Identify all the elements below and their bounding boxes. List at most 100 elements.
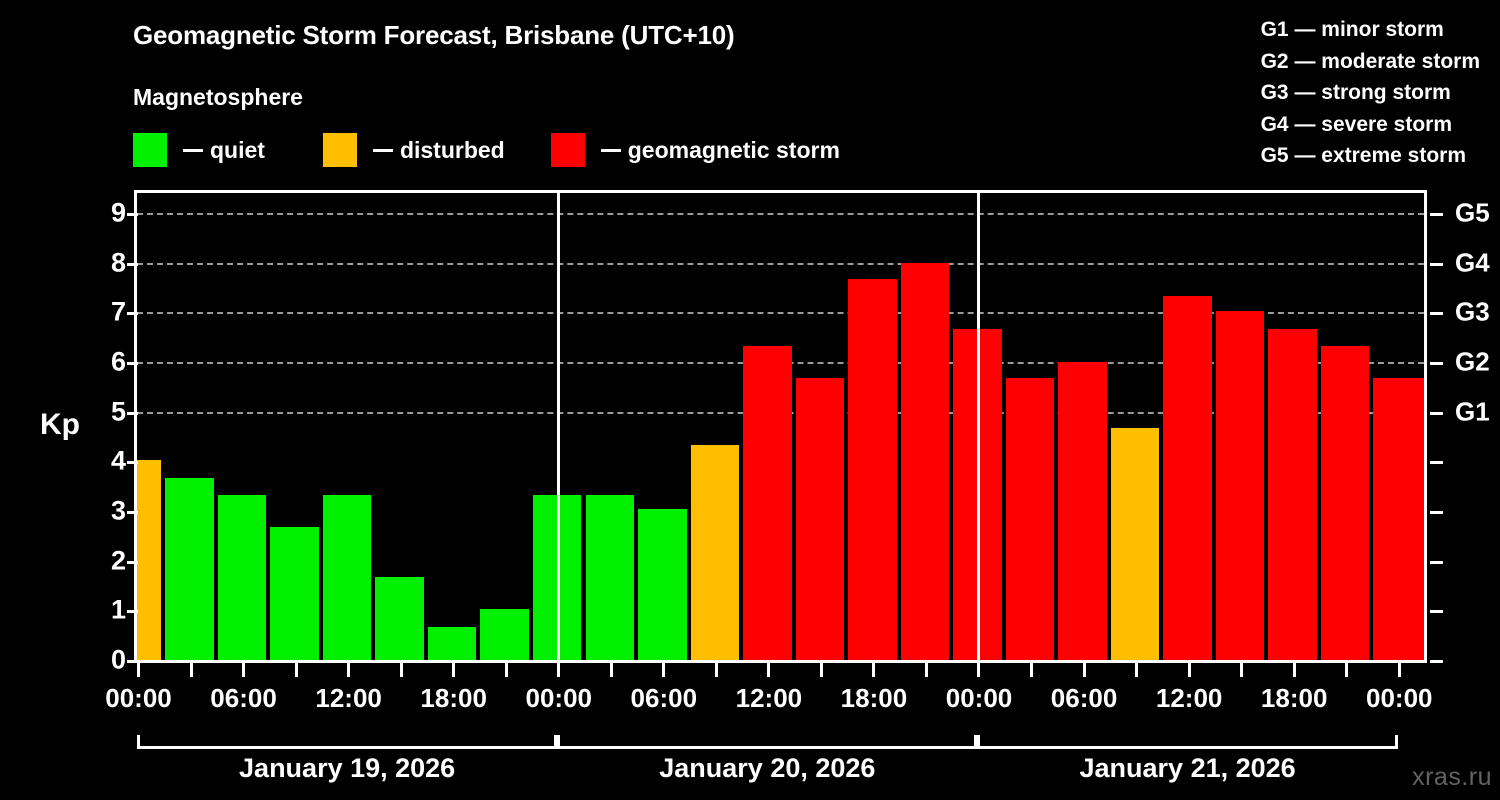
x-tick-label: 12:00 — [315, 683, 382, 713]
color-legend: quiet disturbed geomagnetic storm — [133, 133, 840, 167]
x-tick-label: 00:00 — [945, 683, 1013, 713]
y-tick-mark — [127, 411, 138, 415]
legend-dash-icon — [372, 148, 393, 152]
x-tick-label: 00:00 — [525, 683, 592, 713]
bar — [532, 494, 582, 660]
legend-dash-icon — [183, 148, 203, 152]
g-tick-label-g1: G1 — [1455, 396, 1490, 427]
y-axis-kp: 0 1 2 3 4 5 6 7 8 9 — [48, 190, 138, 675]
page-title: Geomagnetic Storm Forecast, Brisbane (UT… — [133, 20, 735, 50]
x-tick-mark — [1135, 663, 1139, 677]
x-tick-label: 06:00 — [630, 683, 698, 713]
plot-inner — [137, 193, 1424, 660]
bar — [322, 494, 372, 660]
g-tick-mark — [1430, 312, 1443, 316]
x-tick-mark — [189, 663, 193, 677]
x-tick-mark — [977, 663, 981, 677]
y-axis-title: Kp — [40, 408, 80, 441]
x-tick-mark — [1292, 663, 1296, 677]
y-tick-mark — [127, 361, 138, 365]
x-tick-label: 06:00 — [210, 683, 277, 713]
x-tick-mark — [714, 663, 718, 677]
g-minor-tick-mark — [1430, 610, 1443, 614]
gridline-kp-9 — [137, 212, 1424, 215]
x-tick-mark — [294, 663, 298, 677]
bar — [690, 444, 740, 660]
x-tick-mark — [242, 663, 246, 677]
x-axis-time: 00:00 06:00 12:00 18:00 00:00 06:00 12:00 18:00… — [105, 663, 1432, 723]
x-tick-mark — [1397, 663, 1401, 677]
y-tick-label-0: 0 — [110, 644, 126, 675]
y-tick-mark — [127, 510, 138, 514]
x-tick-mark — [1345, 663, 1349, 677]
x-tick-label: 12:00 — [1155, 683, 1223, 713]
bar — [137, 459, 162, 660]
x-tick-label: 12:00 — [735, 683, 803, 713]
g-tick-mark — [1430, 262, 1443, 266]
day-label: January 20, 2026 — [659, 753, 876, 783]
g-minor-tick-mark — [1430, 510, 1443, 514]
g-tick-label-g4: G4 — [1455, 247, 1490, 278]
y-tick-label-1: 1 — [110, 594, 126, 625]
y-tick-label-4: 4 — [110, 445, 126, 476]
bar — [795, 378, 845, 660]
day-band: January 19, 2026 — [137, 735, 558, 797]
bar — [217, 494, 267, 660]
bar — [1215, 310, 1265, 660]
x-tick-mark — [924, 663, 928, 677]
x-tick-label: 18:00 — [420, 683, 487, 713]
legend-swatch-quiet — [133, 133, 167, 167]
x-tick-mark — [662, 663, 666, 677]
bar — [480, 608, 529, 660]
y-tick-label-9: 9 — [110, 197, 126, 228]
x-tick-mark — [1030, 663, 1034, 677]
bar — [743, 345, 792, 660]
gridline-kp-7 — [137, 312, 1424, 315]
g-legend-row-g1: G1 — minor storm — [1260, 18, 1444, 41]
day-divider — [977, 193, 981, 660]
bar — [585, 494, 635, 660]
day-band-row: January 19, 2026 January 20, 2026 January … — [134, 735, 1427, 797]
g-legend-row-g2: G2 — moderate storm — [1260, 49, 1480, 73]
y-tick-mark — [127, 262, 138, 266]
g-minor-tick-mark — [1430, 461, 1443, 465]
g-minor-tick-mark — [1430, 560, 1443, 564]
bar — [638, 509, 687, 660]
y-tick-mark — [127, 312, 138, 316]
x-tick-mark — [767, 663, 771, 677]
legend-dash-icon — [600, 148, 621, 152]
x-tick-label: 00:00 — [1365, 683, 1433, 713]
y-tick-mark — [127, 660, 138, 663]
y-tick-label-3: 3 — [110, 495, 126, 526]
y-tick-mark — [127, 560, 138, 564]
x-tick-label: 18:00 — [840, 683, 908, 713]
x-tick-mark — [819, 663, 823, 677]
gridline-kp-8 — [137, 262, 1424, 265]
legend-label-quiet: quiet — [210, 136, 265, 163]
g-tick-label-g3: G3 — [1455, 296, 1490, 327]
g-tick-label-g5: G5 — [1455, 197, 1490, 228]
g-tick-mark — [1430, 411, 1443, 415]
g-minor-tick-mark — [1430, 660, 1443, 663]
bar — [1320, 345, 1370, 660]
x-tick-mark — [452, 663, 456, 677]
day-band: January 20, 2026 — [557, 735, 978, 797]
bar — [848, 278, 897, 660]
x-tick-mark — [137, 663, 140, 677]
x-tick-mark — [1187, 663, 1191, 677]
legend-swatch-disturbed — [322, 133, 357, 167]
x-tick-mark — [399, 663, 403, 677]
bar — [1373, 378, 1424, 660]
legend-swatch-storm — [550, 133, 585, 167]
y-tick-mark — [127, 212, 138, 216]
y-tick-mark — [127, 461, 138, 465]
bar — [165, 477, 214, 660]
bar — [1163, 295, 1212, 660]
x-tick-label: 06:00 — [1050, 683, 1118, 713]
g-legend-row-g5: G5 — extreme storm — [1260, 144, 1467, 167]
day-divider — [557, 193, 561, 660]
y-tick-label-6: 6 — [110, 346, 126, 377]
x-tick-label: 18:00 — [1260, 683, 1328, 713]
bar — [375, 577, 424, 660]
y-tick-label-5: 5 — [110, 396, 126, 427]
